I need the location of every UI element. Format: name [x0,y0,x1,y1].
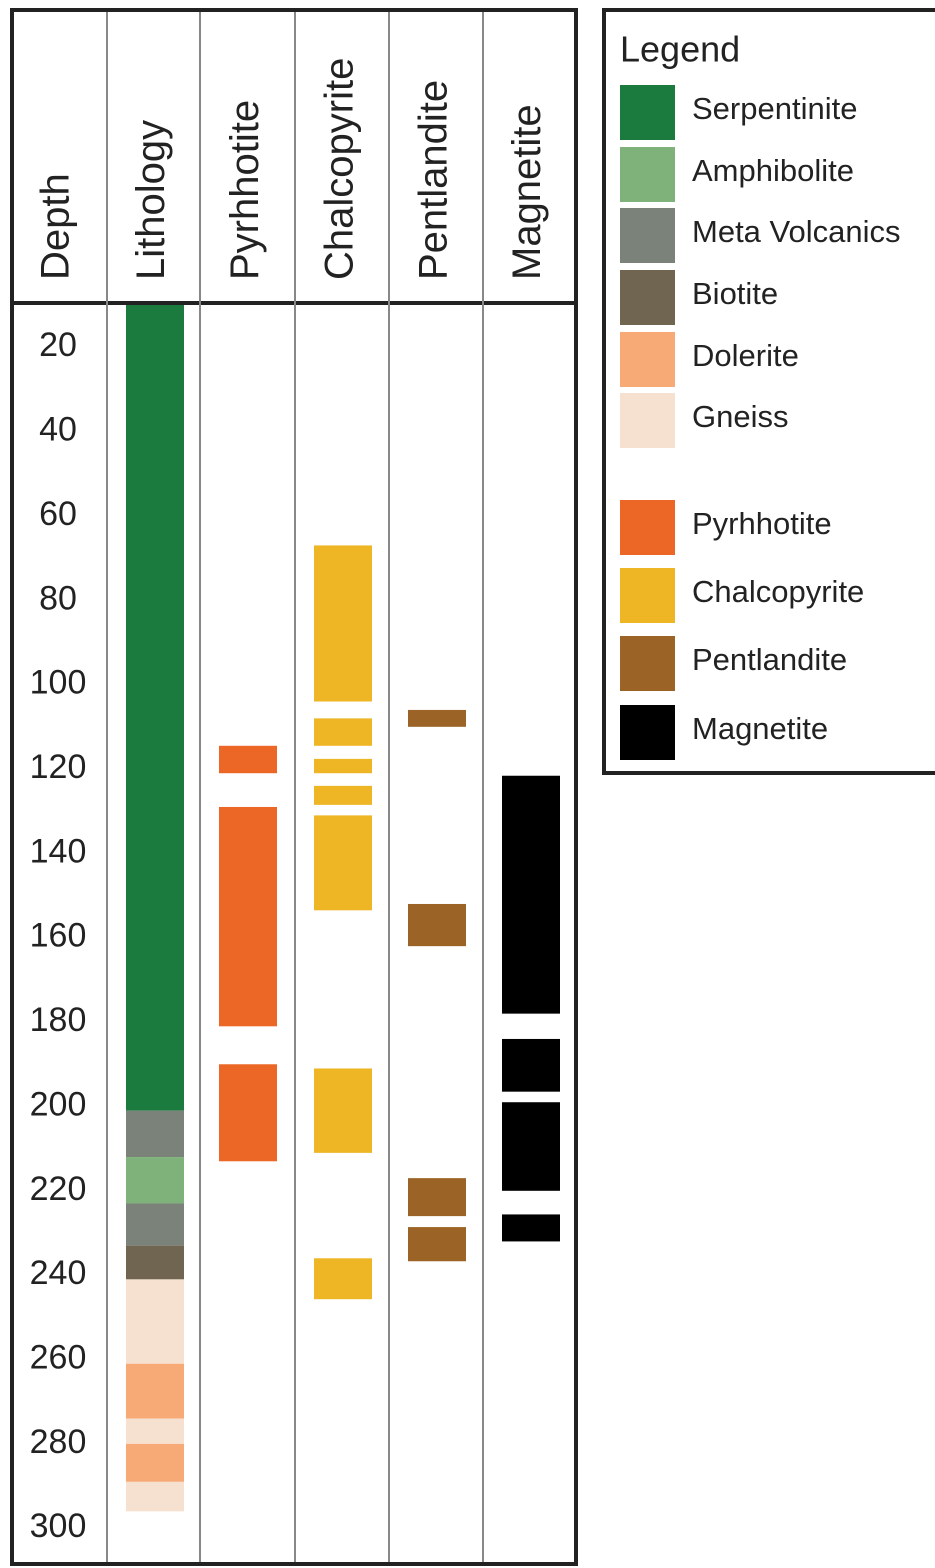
interval [126,1245,184,1280]
interval [502,1038,560,1092]
interval [219,745,277,774]
legend-label: Dolerite [692,338,799,373]
frame [10,8,578,1566]
legend-swatch [620,85,675,140]
interval [408,903,466,947]
column-header: Pyrhhotite [223,100,267,280]
y-tick-label: 260 [30,1339,87,1377]
legend-label: Meta Volcanics [692,214,901,249]
legend-swatch [620,270,675,325]
y-tick-label: 140 [30,832,87,870]
legend-swatch [620,705,675,760]
column-header: Lithology [129,120,173,280]
y-tick-label: 160 [30,917,87,955]
interval [502,1102,560,1191]
interval [408,1178,466,1217]
interval [314,1258,372,1300]
legend-swatch [620,208,675,263]
y-tick-label: 100 [30,664,87,702]
legend-swatch [620,568,675,623]
interval [408,709,466,727]
y-tick-label: 300 [30,1507,87,1545]
legend-label: Pentlandite [692,642,847,677]
interval [314,718,372,746]
y-tick-label: 220 [30,1170,87,1208]
interval [314,785,372,805]
interval [219,1064,277,1162]
interval [314,545,372,702]
legend-swatch [620,147,675,202]
legend-swatch [620,393,675,448]
interval [502,1214,560,1242]
y-axis-label: Depth [34,173,78,280]
y-tick-label: 240 [30,1254,87,1292]
legend-title: Legend [620,29,740,70]
column-header: Pentlandite [412,80,456,280]
interval [126,1110,184,1158]
legend-label: Gneiss [692,399,788,434]
legend-swatch [620,500,675,555]
y-tick-label: 180 [30,1001,87,1039]
legend-label: Serpentinite [692,91,857,126]
y-tick-label: 200 [30,1085,87,1123]
interval [314,815,372,911]
interval [126,1363,184,1419]
legend-box [602,8,935,775]
y-tick-label: 80 [39,579,77,617]
interval [126,1157,184,1204]
interval [126,1279,184,1364]
legend-label: Magnetite [692,711,828,746]
legend-label: Chalcopyrite [692,574,864,609]
legend-label: Amphibolite [692,153,854,188]
legend-label: Pyrhhotite [692,506,832,541]
column-header: Chalcopyrite [318,58,362,280]
legend-label: Biotite [692,276,778,311]
y-tick-label: 40 [39,411,77,449]
interval [126,305,184,1111]
column-header: Magnetite [505,104,549,280]
interval [219,806,277,1027]
interval [126,1443,184,1482]
y-tick-label: 280 [30,1423,87,1461]
interval [314,758,372,774]
interval [126,1203,184,1246]
legend-swatch [620,636,675,691]
interval [126,1418,184,1444]
y-tick-label: 120 [30,748,87,786]
interval [126,1481,184,1512]
y-tick-label: 60 [39,495,77,533]
interval [408,1227,466,1262]
interval [502,775,560,1014]
interval [314,1068,372,1153]
y-tick-label: 20 [39,326,77,364]
legend-swatch [620,332,675,387]
